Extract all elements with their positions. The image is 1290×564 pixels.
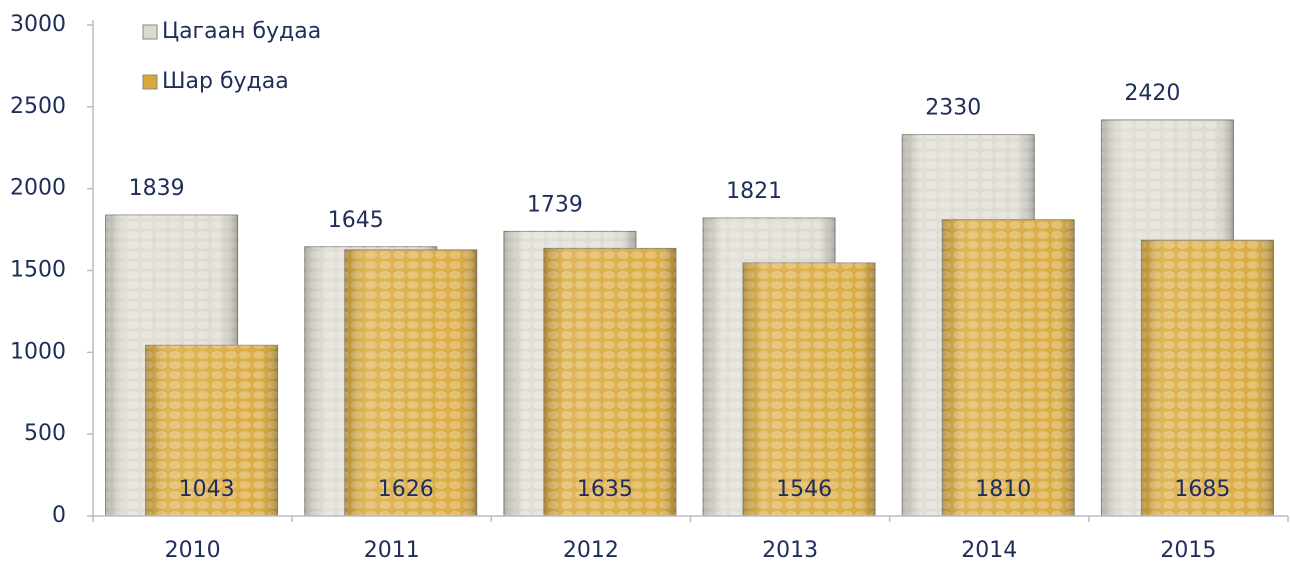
value-label: 1043 (179, 477, 235, 502)
value-label: 2420 (1124, 81, 1180, 106)
y-tick-label: 500 (24, 421, 66, 446)
x-tick-label: 2015 (1160, 538, 1216, 563)
y-tick-label: 1500 (10, 258, 66, 283)
value-label: 1626 (378, 477, 434, 502)
value-label: 1546 (776, 477, 832, 502)
bar-shade (543, 248, 676, 516)
x-tick-label: 2010 (165, 538, 221, 563)
x-tick-label: 2011 (364, 538, 420, 563)
y-tick-label: 2000 (10, 176, 66, 201)
legend-label: Цагаан будаа (162, 19, 321, 44)
value-label: 1685 (1174, 477, 1230, 502)
value-label: 1821 (726, 179, 782, 204)
x-tick-label: 2012 (563, 538, 619, 563)
value-label: 2330 (925, 96, 981, 121)
value-label: 1810 (975, 477, 1031, 502)
plot-area (105, 119, 1274, 517)
legend-label: Шар будаа (162, 69, 289, 94)
bar-shade (743, 262, 876, 516)
bar-shade (145, 345, 278, 516)
value-label: 1645 (328, 208, 384, 233)
bar-shade (344, 249, 477, 517)
bar-shade (942, 219, 1075, 516)
value-label: 1839 (129, 176, 185, 201)
y-tick-label: 2500 (10, 94, 66, 119)
legend-swatch (142, 24, 158, 40)
y-tick-label: 3000 (10, 12, 66, 37)
x-tick-label: 2014 (961, 538, 1017, 563)
y-tick-label: 1000 (10, 339, 66, 364)
value-label: 1739 (527, 192, 583, 217)
x-tick-label: 2013 (762, 538, 818, 563)
legend-swatch (142, 74, 158, 90)
y-tick-label: 0 (52, 503, 66, 528)
bar-shade (1141, 240, 1274, 516)
value-label: 1635 (577, 477, 633, 502)
